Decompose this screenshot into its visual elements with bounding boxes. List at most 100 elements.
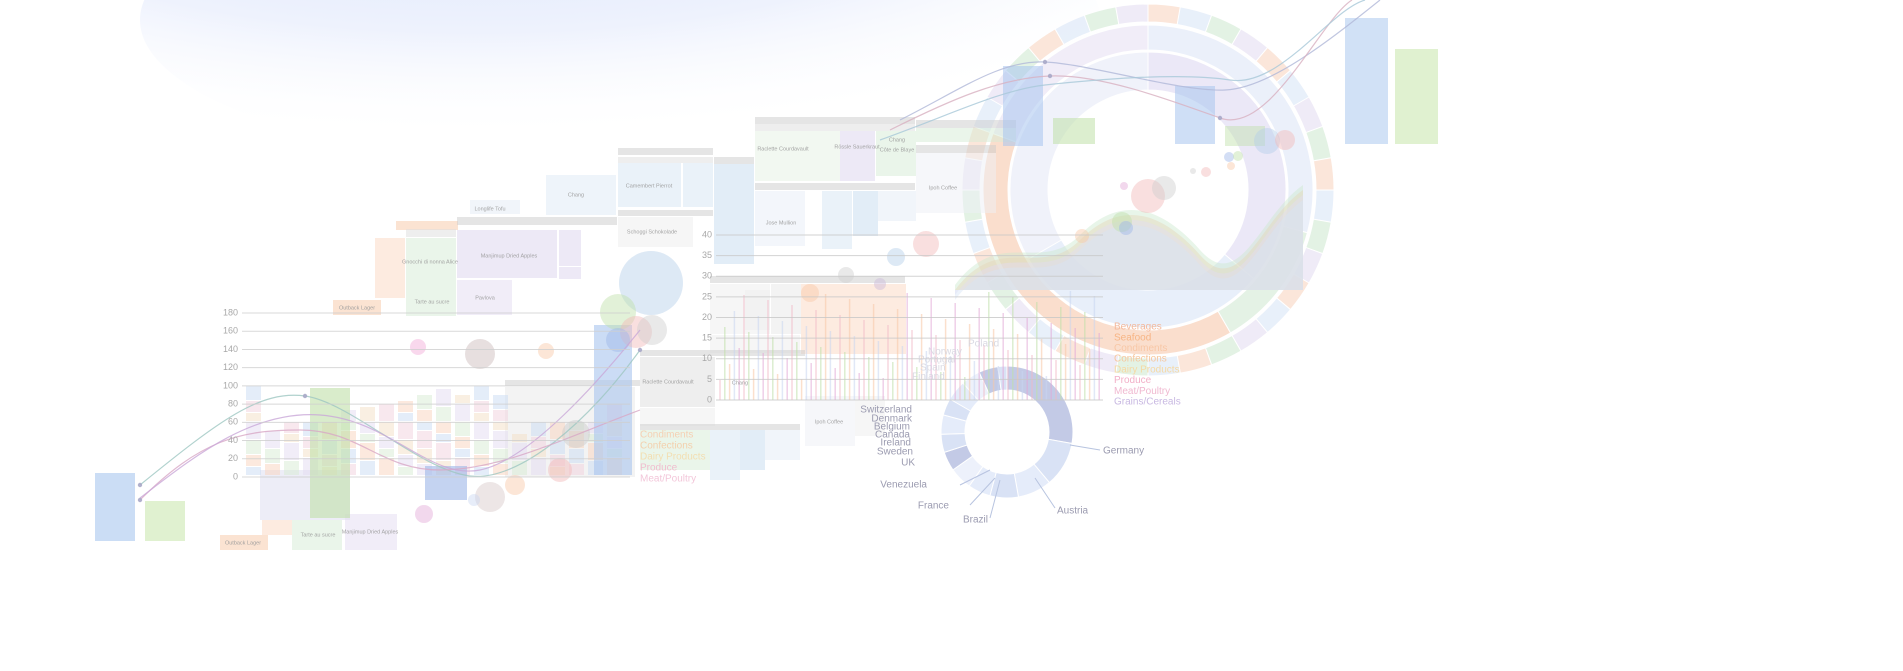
column-segment [265,449,280,463]
tile-label: Outback Lager [339,305,375,311]
panel [755,117,915,124]
column-segment [379,422,394,436]
labels: 180 160 140 120 100 80 60 40 20 0 40 35 30 25 20 15 10 5 0… [223,137,1181,546]
column [1053,118,1095,144]
leader-line [1034,477,1056,509]
bubble [1224,152,1234,162]
column-segment [436,434,451,442]
country-label: Canada [875,430,910,441]
bubble [1075,229,1089,243]
y-tick-label: 140 [223,344,238,354]
column-segment [379,458,394,475]
column-segment [531,458,546,475]
panel [618,148,713,155]
panel [457,230,557,278]
bubble [1233,151,1243,161]
panel [618,210,713,216]
panel [755,183,915,190]
column-segment [417,431,432,448]
tile-label: Jose Mullion [766,220,797,226]
panel [714,164,754,264]
column-segment [398,422,413,439]
panel [457,217,617,225]
panel [559,230,581,266]
column-segment [265,431,280,448]
y-tick-label: 35 [702,250,712,260]
column-segment [379,404,394,421]
column [1345,18,1388,144]
panel [640,408,715,426]
y-tick-label: 80 [228,398,238,408]
panel [771,284,801,334]
trend-curve [889,0,1353,131]
column-segment [246,422,261,439]
tile-label: Chang [889,137,905,143]
tile-label: Tarte au sucre [415,299,450,305]
bubble [619,251,683,315]
column-segment [493,431,508,448]
country-label: Poland [968,339,999,350]
panel [755,124,915,131]
panel [755,131,810,181]
ring-segment [1009,51,1149,260]
bubble [637,315,667,345]
column-segment [436,389,451,406]
y-tick-label: 160 [223,326,238,336]
panel [710,335,800,353]
tile-label: Gnocchi di nonna Alice [402,259,458,265]
bubble [1217,115,1223,121]
area-wave [955,185,1303,290]
legend-label: Grains/Cereals [1114,397,1181,408]
column-segment [379,437,394,448]
column [1003,66,1043,146]
panel [916,128,1016,142]
column [145,501,185,541]
y-tick-label: 100 [223,380,238,390]
y-tick-label: 20 [228,453,238,463]
ring-segment [1115,3,1149,26]
y-tick-label: 180 [223,307,238,317]
tile-label: Chang [568,192,584,198]
panel [916,153,996,213]
country-label: UK [901,458,915,469]
bubble [913,231,939,257]
ring-segment [1312,189,1335,223]
column-segment [512,434,527,442]
ring-segment [1312,157,1335,191]
column-segment [474,467,489,475]
panel [840,131,875,181]
trend-curve [139,409,641,501]
column-segment [265,464,280,475]
column-segment [569,422,584,430]
leader-line [1069,444,1101,451]
column-segment [531,422,546,436]
column-segment [436,422,451,433]
country-label: Ireland [880,438,911,449]
tile-label: Chang [732,380,748,386]
panel [546,175,616,215]
y-tick-label: 5 [707,374,712,384]
y-tick-label: 0 [233,471,238,481]
bubble [1227,162,1235,170]
y-tick-label: 30 [702,271,712,281]
panel [220,535,268,550]
column-segment [398,455,413,466]
bubble [1131,179,1165,213]
panel [878,191,916,221]
column-segment [474,422,489,439]
tile-label: Outback Lager [225,540,261,546]
column-segment [474,401,489,412]
bubble [606,328,630,352]
column-segment [474,413,489,421]
y-tick-label: 40 [702,229,712,239]
trend-curve [899,0,1381,121]
column-segment [569,449,584,463]
panel [406,229,456,237]
column-segment [284,434,299,442]
bubble [538,343,554,359]
legend-label: Beverages [1114,322,1162,333]
column-segment [246,386,261,400]
country-label: Brazil [963,515,988,526]
panel [262,520,292,535]
column-segment [417,395,432,409]
